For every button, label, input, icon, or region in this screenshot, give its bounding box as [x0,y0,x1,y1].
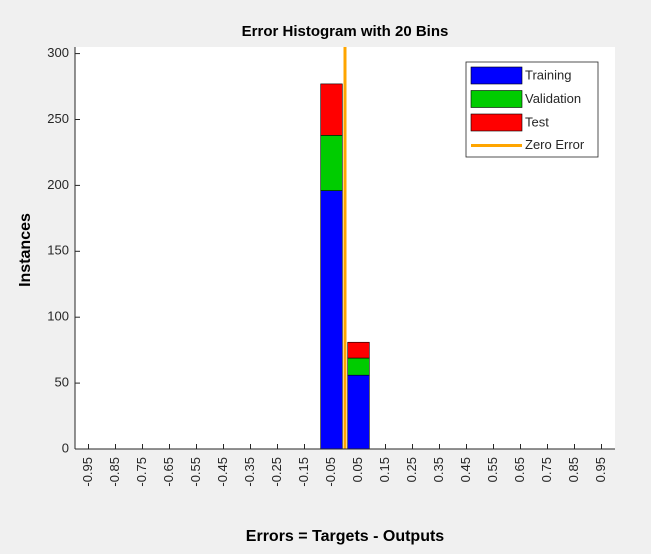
x-axis-label: Errors = Targets - Outputs [246,528,445,545]
x-tick-label: -0.65 [161,457,176,487]
x-tick-label: 0.75 [539,457,554,482]
y-tick-label: 0 [62,440,69,455]
legend-label: Test [525,114,549,129]
x-tick-label: 0.35 [431,457,446,482]
x-tick-label: 0.45 [458,457,473,482]
x-tick-label: -0.95 [80,457,95,487]
legend-label: Training [525,67,571,82]
y-tick-label: 250 [47,111,69,126]
x-tick-label: -0.25 [269,457,284,487]
x-tick-label: -0.45 [215,457,230,487]
x-tick-label: -0.05 [323,457,338,487]
legend-swatch [470,66,523,85]
x-tick-label: -0.55 [188,457,203,487]
x-tick-label: 0.85 [566,457,581,482]
x-tick-label: -0.15 [296,457,311,487]
legend-label: Zero Error [525,137,585,152]
x-tick-label: -0.35 [242,457,257,487]
y-tick-label: 150 [47,243,69,258]
x-tick-label: -0.85 [107,457,122,487]
x-tick-label: 0.55 [485,457,500,482]
legend-label: Validation [525,91,581,106]
bar-segment [320,83,343,136]
legend-swatch [470,90,523,108]
bar-segment [347,341,370,359]
legend-swatch [470,113,523,132]
y-axis-label: Instances [17,213,34,287]
bar-segment [320,135,343,191]
x-tick-label: -0.75 [134,457,149,487]
y-tick-label: 200 [47,177,69,192]
chart-title: Error Histogram with 20 Bins [242,23,449,40]
y-tick-label: 50 [55,375,69,390]
y-tick-label: 100 [47,309,69,324]
x-tick-label: 0.15 [377,457,392,482]
bar-segment [347,374,370,450]
x-tick-label: 0.95 [593,457,608,482]
x-tick-label: 0.05 [350,457,365,482]
y-tick-label: 300 [47,45,69,60]
bar-segment [347,357,370,376]
x-tick-label: 0.65 [512,457,527,482]
x-tick-label: 0.25 [404,457,419,482]
bar-segment [320,190,343,450]
